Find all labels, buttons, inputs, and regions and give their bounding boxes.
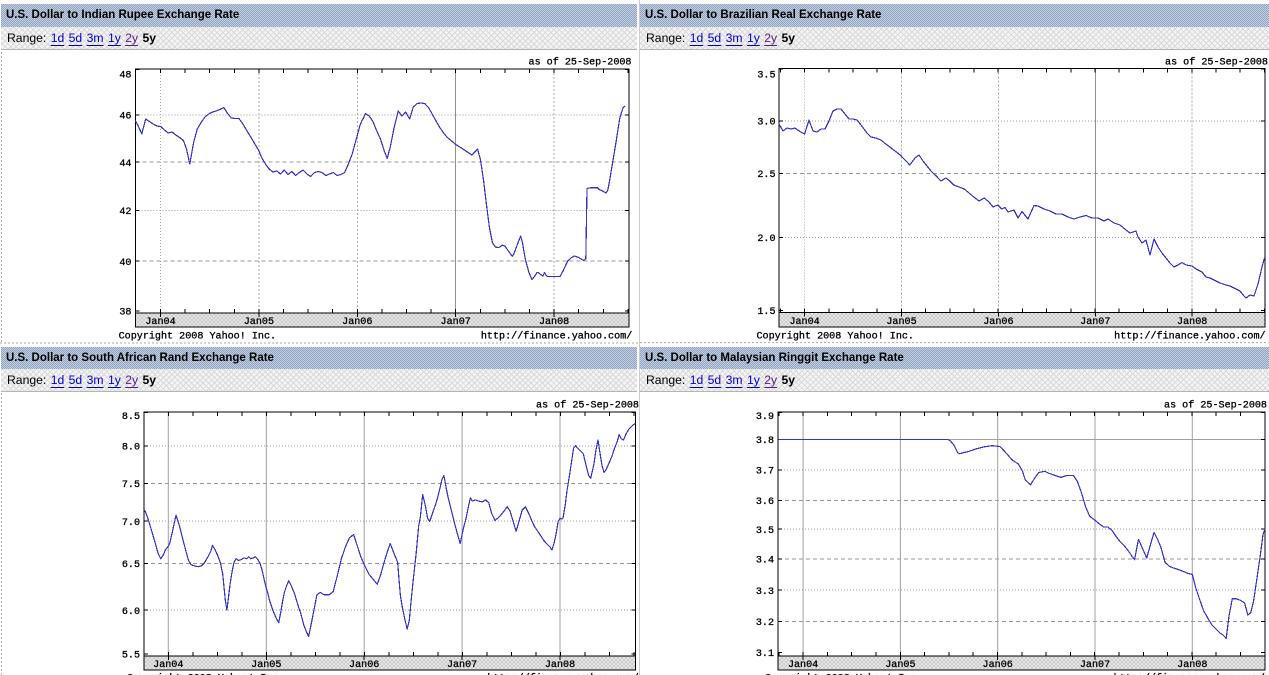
svg-text:40: 40	[119, 258, 131, 269]
svg-text:8.5: 8.5	[122, 412, 140, 423]
svg-text:Copyright 2008 Yahoo! Inc.: Copyright 2008 Yahoo! Inc.	[127, 673, 285, 675]
svg-text:3.4: 3.4	[756, 556, 774, 567]
svg-text:http://finance.yahoo.com/: http://finance.yahoo.com/	[1114, 330, 1265, 342]
svg-text:2.5: 2.5	[757, 170, 775, 181]
svg-text:3.6: 3.6	[756, 497, 774, 508]
svg-text:7.0: 7.0	[122, 518, 140, 529]
svg-text:44: 44	[119, 159, 131, 170]
svg-text:3.3: 3.3	[756, 587, 774, 598]
svg-text:http://finance.yahoo.com/: http://finance.yahoo.com/	[487, 673, 638, 675]
svg-text:1.5: 1.5	[757, 307, 775, 318]
svg-text:3.2: 3.2	[756, 618, 774, 629]
svg-text:Jan04: Jan04	[145, 317, 175, 328]
svg-text:Jan04: Jan04	[788, 660, 818, 671]
svg-text:Jan07: Jan07	[1080, 317, 1110, 328]
svg-text:38: 38	[119, 308, 131, 319]
svg-text:Jan08: Jan08	[1177, 660, 1207, 671]
svg-text:Jan06: Jan06	[342, 317, 372, 328]
svg-text:3.0: 3.0	[757, 118, 775, 129]
svg-text:42: 42	[119, 207, 131, 218]
svg-text:as of 25-Sep-2008: as of 25-Sep-2008	[1164, 400, 1267, 412]
svg-text:Jan07: Jan07	[447, 660, 477, 671]
svg-text:3.8: 3.8	[756, 436, 774, 447]
svg-text:Jan06: Jan06	[983, 317, 1013, 328]
svg-text:http://finance.yahoo.com/: http://finance.yahoo.com/	[481, 330, 632, 342]
svg-text:Jan05: Jan05	[244, 317, 274, 328]
svg-text:48: 48	[119, 71, 131, 82]
svg-text:6.0: 6.0	[122, 607, 140, 618]
svg-text:7.5: 7.5	[122, 480, 140, 491]
svg-text:as of 25-Sep-2008: as of 25-Sep-2008	[529, 56, 632, 68]
svg-text:5.5: 5.5	[122, 651, 140, 662]
svg-text:Jan08: Jan08	[1177, 317, 1207, 328]
svg-text:Jan08: Jan08	[539, 317, 569, 328]
svg-text:as of 25-Sep-2008: as of 25-Sep-2008	[1165, 56, 1268, 68]
svg-text:Jan05: Jan05	[885, 660, 915, 671]
svg-text:Jan07: Jan07	[1080, 660, 1110, 671]
svg-text:Jan08: Jan08	[545, 660, 575, 671]
svg-text:3.5: 3.5	[757, 71, 775, 82]
svg-text:Jan04: Jan04	[153, 660, 183, 671]
svg-text:Jan05: Jan05	[886, 317, 916, 328]
svg-text:as of 25-Sep-2008: as of 25-Sep-2008	[536, 400, 639, 412]
svg-text:http://finance.yahoo.com/: http://finance.yahoo.com/	[1114, 673, 1265, 675]
svg-text:8.0: 8.0	[122, 442, 140, 453]
svg-text:Copyright 2008 Yahoo! Inc.: Copyright 2008 Yahoo! Inc.	[765, 673, 923, 675]
svg-text:3.1: 3.1	[756, 649, 774, 660]
svg-text:6.5: 6.5	[122, 560, 140, 571]
svg-text:2.0: 2.0	[757, 234, 775, 245]
svg-text:Copyright 2008 Yahoo! Inc.: Copyright 2008 Yahoo! Inc.	[757, 330, 915, 342]
svg-text:3.9: 3.9	[756, 412, 774, 423]
svg-text:Jan07: Jan07	[441, 317, 471, 328]
svg-text:3.5: 3.5	[756, 526, 774, 537]
svg-text:Jan05: Jan05	[251, 660, 281, 671]
svg-text:46: 46	[119, 111, 131, 122]
svg-text:3.7: 3.7	[756, 467, 774, 478]
svg-text:Copyright 2008 Yahoo! Inc.: Copyright 2008 Yahoo! Inc.	[119, 330, 277, 342]
svg-text:Jan06: Jan06	[349, 660, 379, 671]
svg-text:Jan06: Jan06	[983, 660, 1013, 671]
svg-text:Jan04: Jan04	[789, 317, 819, 328]
